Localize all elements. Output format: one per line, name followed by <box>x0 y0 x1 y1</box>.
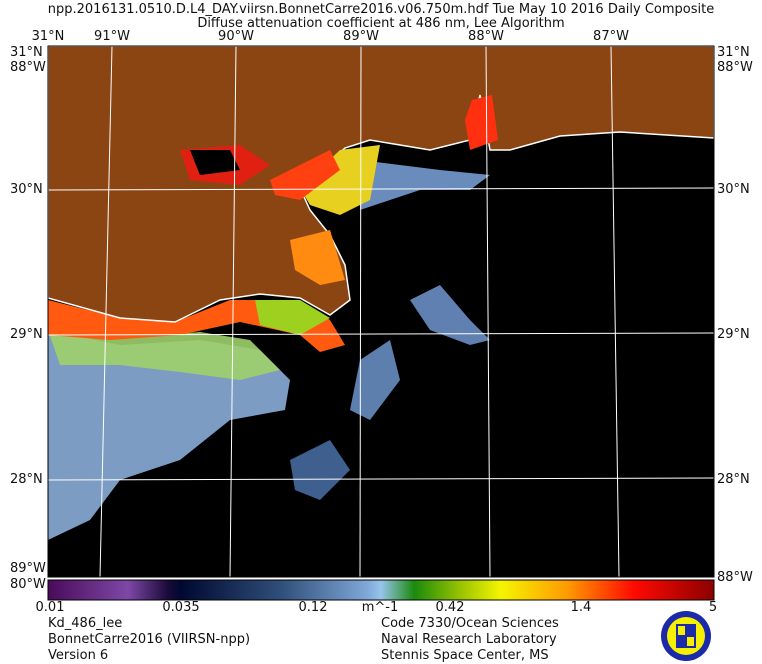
org-location: Stennis Space Center, MS <box>381 648 549 663</box>
lon-label: 87°W <box>593 29 629 44</box>
lat-label-right: 29°N <box>717 327 750 342</box>
corner-lat-label-right: 31°N <box>717 45 750 60</box>
lat-label-right: 28°N <box>717 472 750 487</box>
plume-green <box>255 300 330 335</box>
mobile-bay <box>465 95 498 150</box>
lon-label: 88°W <box>468 29 504 44</box>
header-title: npp.2016131.0510.D.L4_DAY.viirsn.BonnetC… <box>47 2 715 17</box>
version: Version 6 <box>48 648 109 663</box>
colorbar-tick: 0.12 <box>298 600 328 615</box>
colorbar-units: m^-1 <box>361 600 399 615</box>
colorbar-tick: 0.42 <box>435 600 465 615</box>
plume-lake-borgne <box>270 150 340 200</box>
corner-bottom-label-right: 88°W <box>717 570 753 585</box>
water-patch <box>350 340 400 420</box>
header-subtitle: Diffuse attenuation coefficient at 486 n… <box>197 16 565 31</box>
org-name: Naval Research Laboratory <box>381 632 557 647</box>
corner-lon-label-right: 88°W <box>717 60 753 75</box>
map-frame <box>47 45 715 578</box>
lon-label: 90°W <box>218 29 254 44</box>
org-code: Code 7330/Ocean Sciences <box>381 616 559 631</box>
graticule <box>48 46 714 577</box>
lon-label: 91°W <box>94 29 130 44</box>
corner-lat-label-left: 31°N <box>10 45 43 60</box>
lake-dark-area <box>190 150 240 175</box>
water-patch <box>360 160 490 210</box>
corner-lon-label-left: 88°W <box>10 60 46 75</box>
lon-label: 89°W <box>343 29 379 44</box>
corner-lat-label: 31°N <box>31 29 65 44</box>
lat-label-left: 29°N <box>10 327 43 342</box>
colorbar-tick: 0.01 <box>35 600 65 615</box>
colorbar-tick: 0.035 <box>162 600 200 615</box>
colorbar <box>47 579 715 601</box>
corner-bottom-label: 89°W <box>10 561 46 576</box>
colorbar-tick: 1.4 <box>570 600 592 615</box>
noaa-nrl-logo <box>661 611 711 661</box>
lat-label-left: 30°N <box>10 182 43 197</box>
colorbar-tick: 5 <box>708 600 718 615</box>
lat-label-left: 28°N <box>10 472 43 487</box>
water-mid-kd-region <box>48 330 280 380</box>
plume-orange <box>290 230 345 285</box>
water-patch <box>410 285 490 345</box>
product-name: Kd_486_lee <box>48 616 123 631</box>
plume-yellow <box>300 145 380 215</box>
lat-label-right: 30°N <box>717 182 750 197</box>
water-patch <box>290 440 350 500</box>
corner-bottom-label: 80°W <box>10 577 46 592</box>
water-low-kd-region <box>48 330 290 540</box>
dataset-name: BonnetCarre2016 (VIIRSN-npp) <box>48 632 251 647</box>
